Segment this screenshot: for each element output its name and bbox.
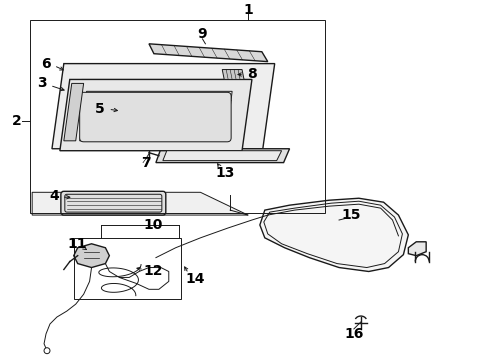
Text: 1: 1 bbox=[243, 3, 253, 17]
Text: 13: 13 bbox=[216, 166, 235, 180]
Polygon shape bbox=[156, 149, 290, 163]
Text: 16: 16 bbox=[344, 327, 364, 341]
Polygon shape bbox=[80, 91, 232, 141]
Text: 4: 4 bbox=[49, 189, 59, 203]
Polygon shape bbox=[52, 64, 275, 149]
Polygon shape bbox=[149, 44, 268, 62]
Polygon shape bbox=[222, 69, 244, 80]
Bar bbox=[30, 20, 325, 213]
FancyBboxPatch shape bbox=[80, 92, 231, 142]
Polygon shape bbox=[60, 80, 252, 151]
Text: 2: 2 bbox=[11, 114, 21, 128]
Bar bbox=[74, 238, 181, 299]
Text: 7: 7 bbox=[141, 156, 151, 170]
Polygon shape bbox=[163, 151, 282, 161]
Text: 15: 15 bbox=[341, 208, 361, 222]
Text: 5: 5 bbox=[95, 102, 104, 116]
Text: 14: 14 bbox=[186, 273, 205, 287]
FancyBboxPatch shape bbox=[61, 191, 166, 215]
Text: 10: 10 bbox=[143, 218, 163, 232]
Polygon shape bbox=[74, 244, 109, 267]
Polygon shape bbox=[260, 198, 408, 271]
Text: 6: 6 bbox=[41, 57, 51, 71]
Polygon shape bbox=[74, 80, 245, 139]
Text: 11: 11 bbox=[67, 237, 86, 251]
Text: 3: 3 bbox=[37, 76, 47, 90]
Text: 8: 8 bbox=[247, 67, 257, 81]
Polygon shape bbox=[408, 242, 426, 256]
Text: 12: 12 bbox=[143, 265, 163, 279]
Text: 9: 9 bbox=[197, 27, 207, 41]
Circle shape bbox=[44, 348, 50, 354]
Polygon shape bbox=[32, 192, 248, 215]
Polygon shape bbox=[64, 84, 84, 141]
